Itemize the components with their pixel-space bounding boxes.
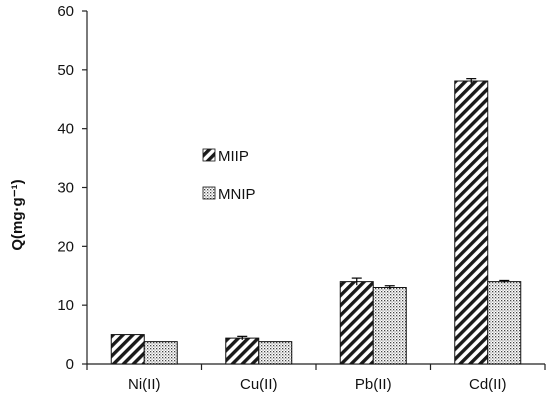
- x-tick-label: Cu(II): [240, 376, 278, 393]
- legend-label-mnip: MNIP: [218, 186, 256, 203]
- y-tick-label: 40: [57, 121, 74, 138]
- x-tick-label: Pb(II): [355, 376, 392, 393]
- y-axis-label: Q(mg·g⁻¹): [9, 179, 26, 250]
- legend-swatch-mnip: [202, 186, 216, 200]
- y-tick-label: 50: [57, 62, 74, 79]
- y-tick-label: 10: [57, 297, 74, 314]
- bar-mnip: [258, 341, 293, 365]
- legend-label-miip: MIIP: [218, 148, 249, 165]
- y-tick-label: 20: [57, 238, 74, 255]
- bar-miip: [110, 334, 145, 365]
- bar-miip: [339, 281, 374, 365]
- bar-mnip: [143, 341, 178, 365]
- x-axis: Ni(II) Cu(II) Pb(II) Cd(II): [86, 363, 546, 393]
- bar-mnip: [372, 287, 407, 365]
- y-axis: 0 10 20 30 40 50 60: [57, 3, 88, 373]
- bar-miip: [225, 337, 260, 365]
- y-tick-label: 0: [66, 356, 74, 373]
- x-tick-label: Ni(II): [128, 376, 161, 393]
- y-tick-label: 60: [57, 3, 74, 20]
- bar-miip: [454, 80, 489, 365]
- y-tick-label: 30: [57, 180, 74, 197]
- x-tick-label: Cd(II): [469, 376, 507, 393]
- bars: [110, 78, 522, 365]
- legend: MIIP MNIP: [202, 148, 256, 203]
- legend-swatch-miip: [202, 148, 216, 162]
- bar-mnip: [487, 281, 522, 365]
